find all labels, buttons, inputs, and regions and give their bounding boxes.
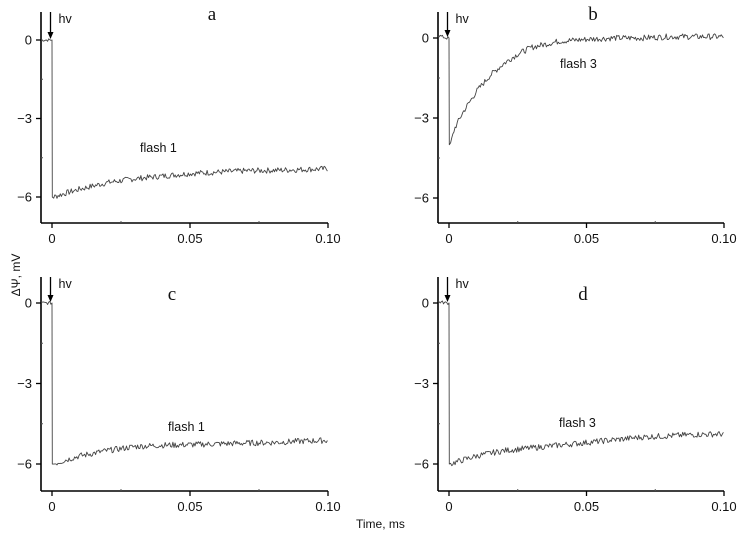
y-tick-label: 0 [25,296,32,311]
panel-label: a [208,4,217,25]
panel-c: 0 −3 −6 0 0.05 0.10 c flash 1 hv [17,277,341,514]
x-tick-label: 0.05 [574,499,599,514]
y-axis-title: ΔΨ, mV [9,253,23,297]
y-tick-label: −3 [17,111,32,126]
y-tick-label: −6 [414,457,429,472]
x-tick-label: 0.05 [177,231,202,246]
x-tick-label: 0.05 [574,231,599,246]
panel-d: 0 −3 −6 0 0.05 0.10 d flash 3 hv [414,277,737,514]
stimulus-label: hv [59,12,73,26]
signal-trace [40,300,328,466]
x-tick-label: 0.10 [711,499,736,514]
y-tick-label: −6 [17,190,32,205]
signal-trace [40,38,328,199]
stimulus-label: hv [456,277,470,291]
panel-label: b [588,4,598,25]
x-tick-label: 0 [445,499,452,514]
panel-label: c [168,284,176,305]
y-tick-label: −6 [414,191,429,206]
panel-a: 0 −3 −6 0 0.05 0.10 a flash 1 hv [17,4,340,246]
y-tick-label: −6 [17,457,32,472]
x-axis-title: Time, ms [356,517,405,531]
panel-label: d [578,284,588,305]
x-tick-label: 0.10 [315,499,340,514]
signal-trace [437,300,724,467]
trace-annotation: flash 3 [560,57,597,71]
trace-annotation: flash 1 [168,420,205,434]
x-tick-label: 0.10 [315,231,340,246]
x-tick-label: 0 [48,231,55,246]
x-tick-label: 0.05 [177,499,202,514]
y-tick-label: −3 [414,376,429,391]
y-tick-label: 0 [422,296,429,311]
x-tick-label: 0 [48,499,55,514]
signal-trace [437,33,724,146]
stimulus-label: hv [456,12,470,26]
y-tick-label: 0 [422,31,429,46]
trace-annotation: flash 3 [559,416,596,430]
x-tick-label: 0.10 [711,231,736,246]
y-tick-label: −3 [17,376,32,391]
y-tick-label: 0 [25,33,32,48]
y-tick-label: −3 [414,111,429,126]
trace-annotation: flash 1 [140,141,177,155]
panel-b: 0 −3 −6 0 0.05 0.10 b flash 3 hv [414,4,736,246]
stimulus-label: hv [59,277,73,291]
x-tick-label: 0 [445,231,452,246]
